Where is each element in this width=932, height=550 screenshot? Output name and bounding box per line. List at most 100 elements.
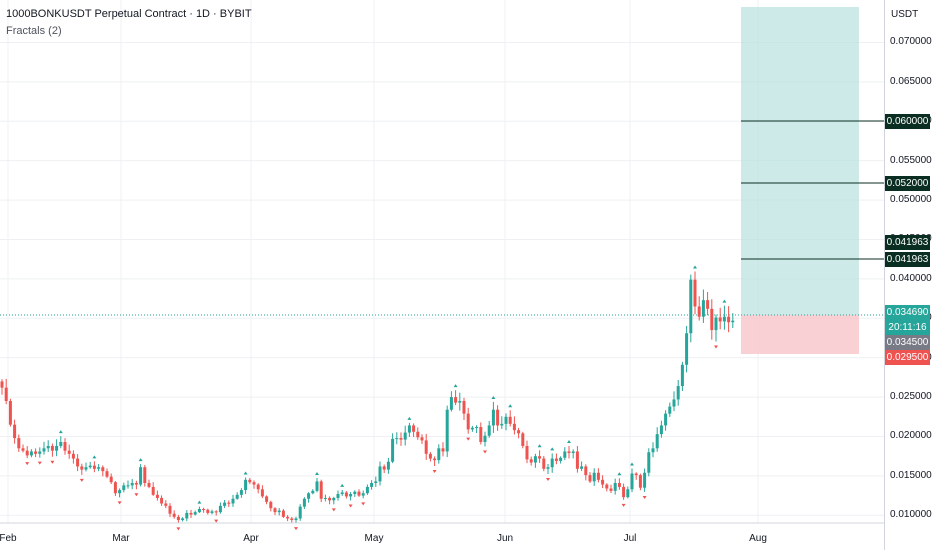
candle-body[interactable] (239, 490, 243, 495)
candle-body[interactable] (487, 425, 491, 436)
candle-body[interactable] (252, 482, 256, 485)
candle-body[interactable] (563, 451, 567, 458)
candle-body[interactable] (680, 364, 684, 387)
candle-body[interactable] (160, 497, 164, 504)
candle-body[interactable] (496, 409, 500, 426)
candle-body[interactable] (88, 465, 92, 468)
candle-body[interactable] (575, 451, 579, 469)
candle-body[interactable] (139, 467, 143, 485)
candle-body[interactable] (718, 317, 722, 322)
candle-body[interactable] (344, 492, 348, 497)
candle-body[interactable] (176, 516, 180, 521)
candle-body[interactable] (46, 445, 50, 449)
candle-body[interactable] (458, 401, 462, 403)
candle-body[interactable] (4, 387, 8, 402)
candle-body[interactable] (424, 440, 428, 454)
candle-body[interactable] (336, 494, 340, 498)
candle-body[interactable] (420, 437, 424, 441)
candle-body[interactable] (185, 512, 189, 519)
candle-body[interactable] (626, 489, 630, 498)
candle-body[interactable] (706, 300, 710, 309)
candle-body[interactable] (59, 442, 63, 446)
candle-body[interactable] (277, 510, 281, 513)
candle-body[interactable] (605, 484, 609, 489)
candle-body[interactable] (55, 445, 59, 451)
candle-body[interactable] (483, 435, 487, 443)
candle-body[interactable] (529, 459, 533, 463)
candle-body[interactable] (701, 300, 705, 317)
candle-body[interactable] (307, 493, 311, 499)
candle-body[interactable] (155, 494, 159, 498)
candle-body[interactable] (181, 518, 185, 521)
candle-body[interactable] (311, 490, 315, 494)
candle-body[interactable] (433, 458, 437, 461)
candle-body[interactable] (50, 445, 54, 451)
candle-body[interactable] (80, 466, 84, 470)
candle-body[interactable] (319, 481, 323, 499)
candle-body[interactable] (172, 513, 176, 517)
candle-body[interactable] (399, 438, 403, 440)
candle-body[interactable] (693, 279, 697, 307)
indicator-label[interactable]: Fractals (2) (6, 25, 62, 37)
candle-body[interactable] (101, 467, 105, 472)
candle-body[interactable] (668, 406, 672, 414)
candle-body[interactable] (512, 423, 516, 431)
price-axis[interactable] (884, 0, 932, 550)
candle-body[interactable] (353, 491, 357, 495)
candle-body[interactable] (617, 482, 621, 487)
candle-body[interactable] (395, 438, 399, 440)
candle-body[interactable] (517, 430, 521, 434)
candle-body[interactable] (521, 433, 525, 446)
candle-body[interactable] (697, 306, 701, 317)
candle-body[interactable] (580, 466, 584, 469)
currency-label[interactable]: USDT (891, 9, 919, 20)
candle-body[interactable] (214, 511, 218, 513)
candle-body[interactable] (651, 448, 655, 453)
candle-body[interactable] (592, 472, 596, 482)
candle-body[interactable] (17, 438, 21, 449)
candle-body[interactable] (407, 425, 411, 433)
candle-body[interactable] (332, 497, 336, 501)
candle-body[interactable] (475, 427, 479, 429)
candle-body[interactable] (462, 401, 466, 414)
candle-body[interactable] (370, 482, 374, 487)
candle-body[interactable] (227, 502, 231, 504)
candle-body[interactable] (601, 479, 605, 485)
candle-body[interactable] (571, 451, 575, 454)
candle-body[interactable] (193, 512, 197, 515)
candle-body[interactable] (294, 518, 298, 521)
candle-body[interactable] (130, 482, 134, 486)
candle-body[interactable] (554, 458, 558, 461)
candle-body[interactable] (437, 448, 441, 461)
candle-body[interactable] (13, 424, 17, 439)
candle-body[interactable] (42, 448, 46, 452)
candle-body[interactable] (210, 511, 214, 513)
candle-body[interactable] (454, 397, 458, 403)
candle-body[interactable] (189, 512, 193, 515)
candle-body[interactable] (655, 434, 659, 449)
candle-body[interactable] (143, 467, 147, 483)
candle-body[interactable] (689, 279, 693, 334)
candle-body[interactable] (676, 386, 680, 400)
candle-body[interactable] (269, 501, 273, 509)
candle-body[interactable] (349, 494, 353, 497)
candle-body[interactable] (479, 427, 483, 443)
candle-body[interactable] (391, 438, 395, 462)
candle-body[interactable] (29, 451, 33, 456)
candle-body[interactable] (302, 498, 306, 507)
candle-body[interactable] (559, 457, 563, 461)
candle-body[interactable] (105, 471, 109, 477)
candle-body[interactable] (197, 508, 201, 513)
candle-body[interactable] (365, 486, 369, 494)
candle-body[interactable] (672, 399, 676, 407)
candle-body[interactable] (638, 475, 642, 488)
candle-body[interactable] (491, 409, 495, 426)
candle-body[interactable] (470, 427, 474, 430)
candle-body[interactable] (727, 316, 731, 323)
candle-body[interactable] (525, 445, 529, 460)
candle-body[interactable] (412, 425, 416, 432)
symbol-title[interactable]: 1000BONKUSDT Perpetual Contract · 1D · B… (6, 8, 252, 20)
candle-body[interactable] (134, 482, 138, 485)
candle-body[interactable] (34, 451, 38, 454)
candle-body[interactable] (504, 416, 508, 424)
